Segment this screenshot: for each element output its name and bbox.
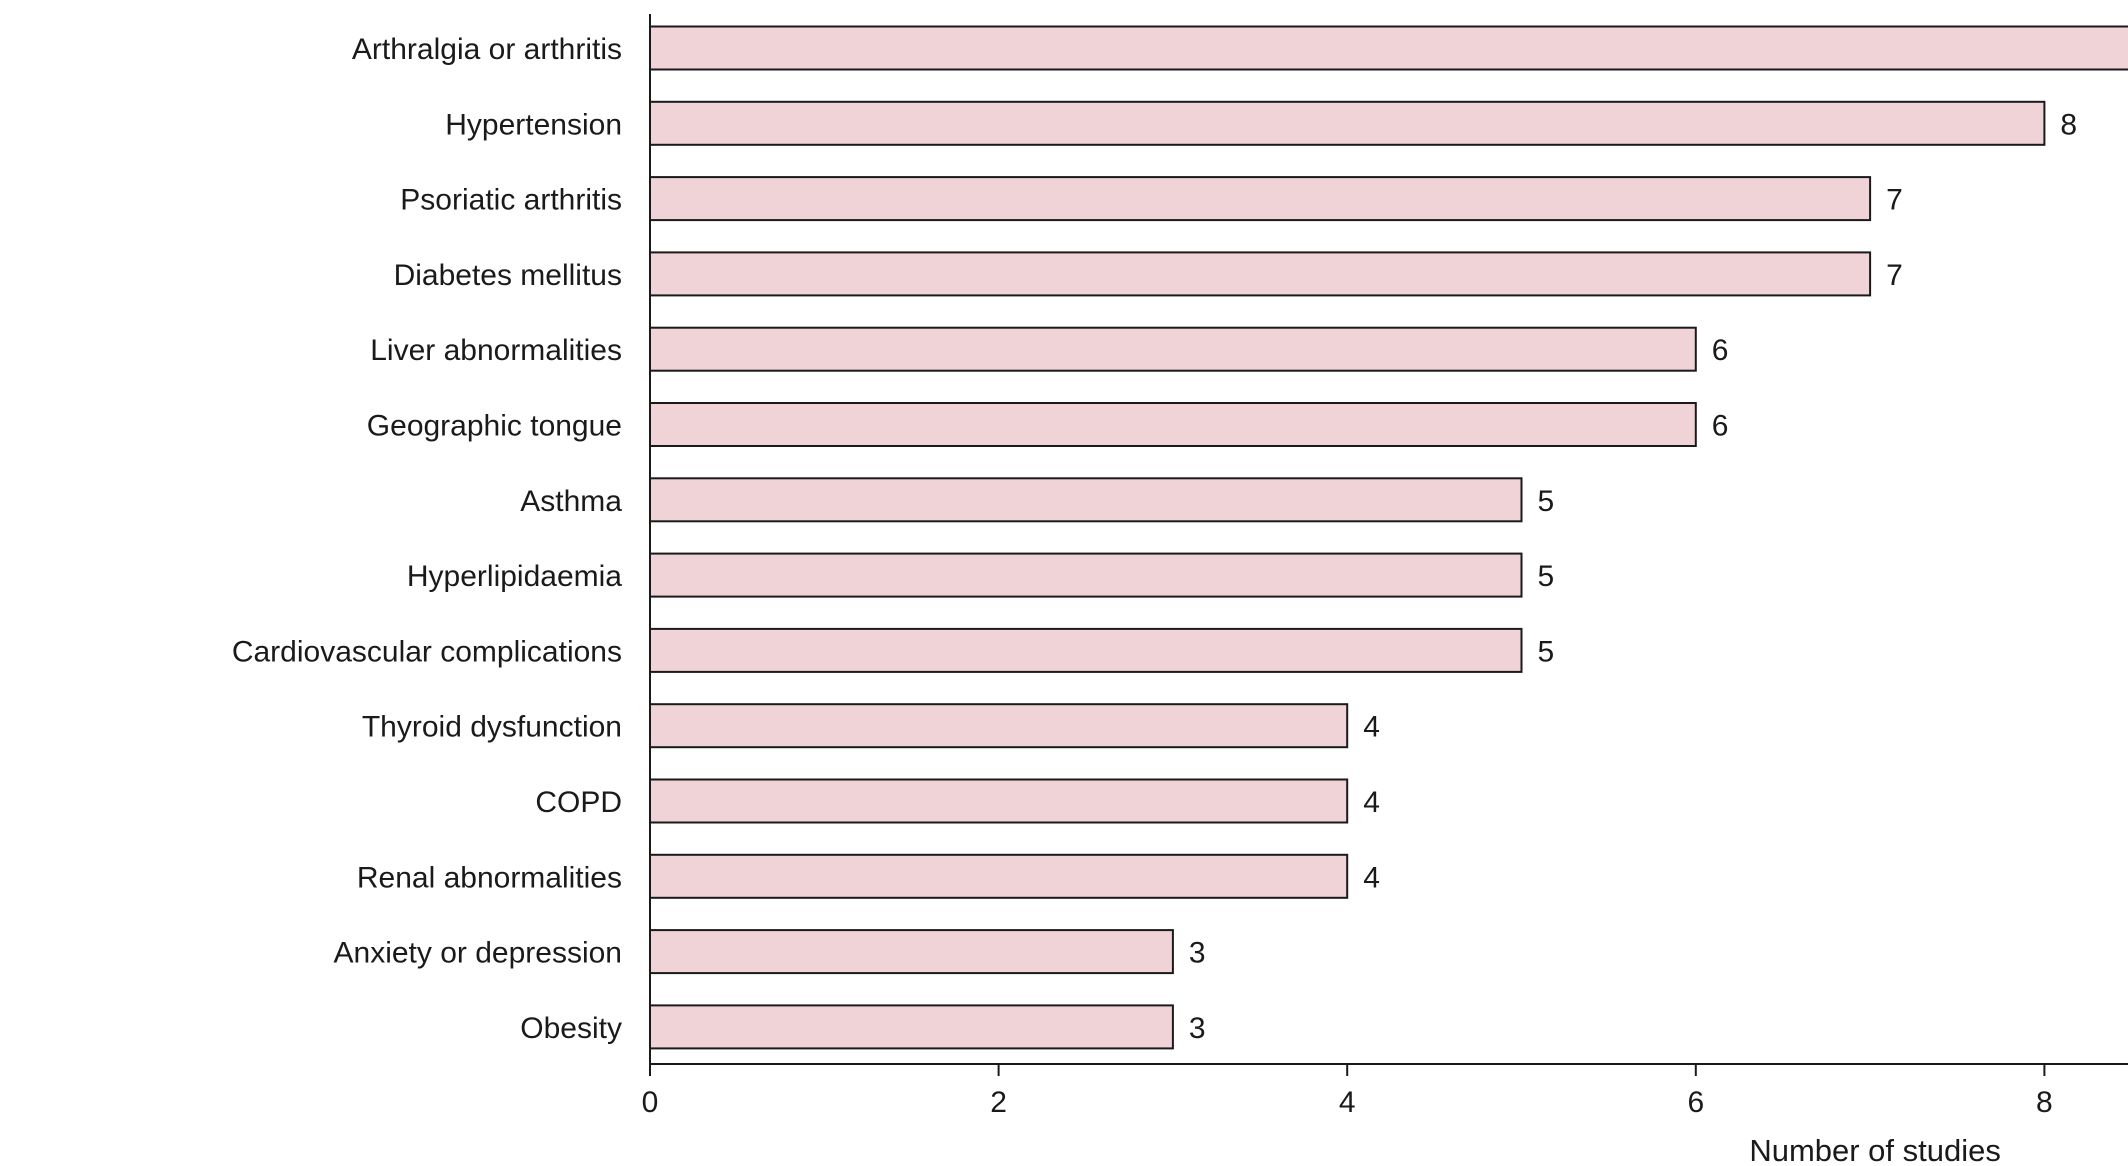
x-tick-label: 0 <box>642 1086 659 1119</box>
category-label: Thyroid dysfunction <box>362 711 622 744</box>
category-label: Renal abnormalities <box>357 861 622 894</box>
category-label: Liver abnormalities <box>370 334 622 367</box>
bar <box>649 25 2128 71</box>
category-label: Hyperlipidaemia <box>407 560 622 593</box>
data-label: 5 <box>1538 635 1555 668</box>
bar <box>649 778 1349 824</box>
category-label: Obesity <box>520 1012 622 1045</box>
bar <box>649 627 1523 673</box>
category-label: Geographic tongue <box>367 410 622 443</box>
category-label: Diabetes mellitus <box>394 259 622 292</box>
category-label: Arthralgia or arthritis <box>352 33 622 66</box>
axis-layer: 02468101214 <box>642 14 2128 1119</box>
category-label: Cardiovascular complications <box>232 635 622 668</box>
category-label: Anxiety or depression <box>334 937 623 970</box>
bar <box>649 929 1174 975</box>
data-label: 6 <box>1712 334 1729 367</box>
data-label: 5 <box>1538 560 1555 593</box>
bar <box>649 703 1349 749</box>
data-label: 4 <box>1363 786 1380 819</box>
data-label: 4 <box>1363 711 1380 744</box>
bar <box>649 176 1872 222</box>
data-label: 4 <box>1363 861 1380 894</box>
bar <box>649 402 1697 447</box>
data-label: 5 <box>1538 485 1555 518</box>
category-label: Asthma <box>520 485 622 518</box>
data-label: 7 <box>1886 259 1903 292</box>
category-label: Psoriatic arthritis <box>400 184 622 217</box>
bar <box>649 477 1523 523</box>
bar <box>649 326 1697 372</box>
data-label: 8 <box>2060 108 2077 141</box>
category-label: Hypertension <box>445 108 622 141</box>
bar <box>649 1004 1174 1050</box>
data-label: 7 <box>1886 184 1903 217</box>
bar <box>649 552 1523 598</box>
bar <box>649 100 2046 146</box>
bar <box>649 853 1349 899</box>
x-tick-label: 8 <box>2036 1086 2053 1119</box>
bars-layer: Arthralgia or arthritis12Hypertension8Ps… <box>232 25 2128 1050</box>
category-label: COPD <box>535 786 622 819</box>
x-tick-label: 2 <box>990 1086 1007 1119</box>
data-label: 3 <box>1189 1012 1206 1045</box>
x-tick-label: 6 <box>1687 1086 1704 1119</box>
bar <box>649 251 1872 297</box>
data-label: 6 <box>1712 410 1729 443</box>
x-axis-title: Number of studies <box>1749 1133 2001 1166</box>
data-label: 3 <box>1189 937 1206 970</box>
x-tick-label: 4 <box>1339 1086 1356 1119</box>
